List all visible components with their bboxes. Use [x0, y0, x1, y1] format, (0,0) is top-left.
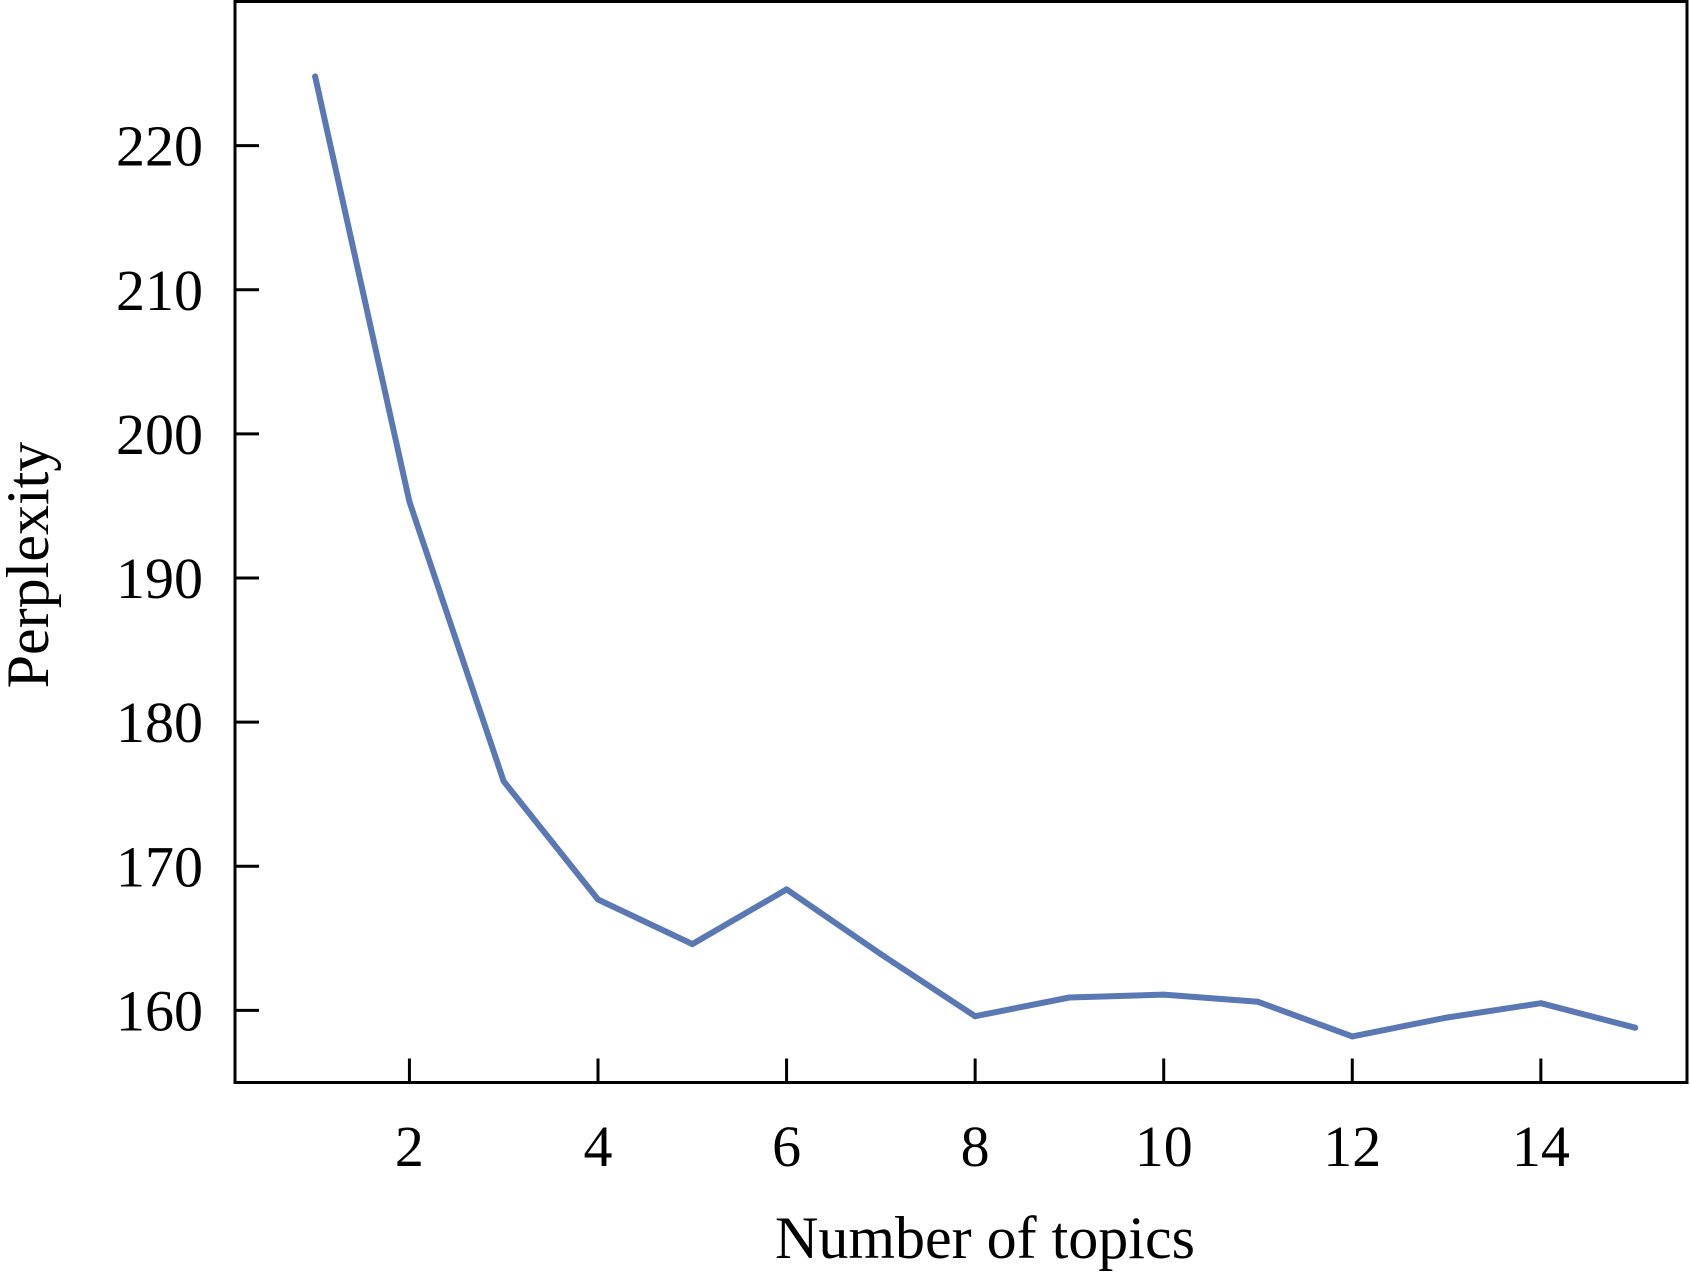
- data-point: [1349, 1033, 1356, 1040]
- data-point: [783, 886, 790, 893]
- y-tick-label: 220: [116, 114, 203, 179]
- perplexity-line: [312, 73, 1639, 1040]
- data-point: [1537, 1000, 1544, 1007]
- data-point: [1160, 991, 1167, 998]
- x-tick-label: 10: [1135, 1114, 1193, 1179]
- x-tick-label: 6: [772, 1114, 801, 1179]
- series-layer: [312, 73, 1639, 1040]
- y-tick-label: 180: [116, 690, 203, 755]
- y-tick-label: 210: [116, 258, 203, 323]
- x-tick-label: 4: [584, 1114, 613, 1179]
- x-axis-title: Number of topics: [775, 1205, 1195, 1271]
- data-point: [689, 941, 696, 948]
- y-axis-ticks: 160 170 180 190 200 210 220: [116, 114, 259, 1043]
- data-point: [1632, 1024, 1639, 1031]
- data-point: [1255, 998, 1261, 1005]
- data-point: [1066, 994, 1073, 1001]
- x-axis-ticks: 2 4 6 8 10 12 14: [395, 1058, 1570, 1179]
- data-point: [500, 778, 507, 785]
- x-tick-label: 14: [1512, 1114, 1570, 1179]
- plot-frame: [233, 0, 1689, 1084]
- x-tick-label: 8: [961, 1114, 990, 1179]
- data-point: [972, 1013, 979, 1020]
- y-axis-title: Perplexity: [0, 442, 61, 689]
- data-point: [1443, 1014, 1450, 1021]
- x-tick-label: 2: [395, 1114, 424, 1179]
- y-tick-label: 200: [116, 402, 203, 467]
- data-point: [406, 498, 413, 505]
- y-tick-label: 170: [116, 834, 203, 899]
- data-point: [312, 73, 319, 80]
- y-tick-label: 190: [116, 546, 203, 611]
- data-point: [595, 896, 601, 903]
- y-tick-label: 160: [116, 978, 203, 1043]
- data-point: [877, 951, 884, 958]
- x-tick-label: 12: [1323, 1114, 1381, 1179]
